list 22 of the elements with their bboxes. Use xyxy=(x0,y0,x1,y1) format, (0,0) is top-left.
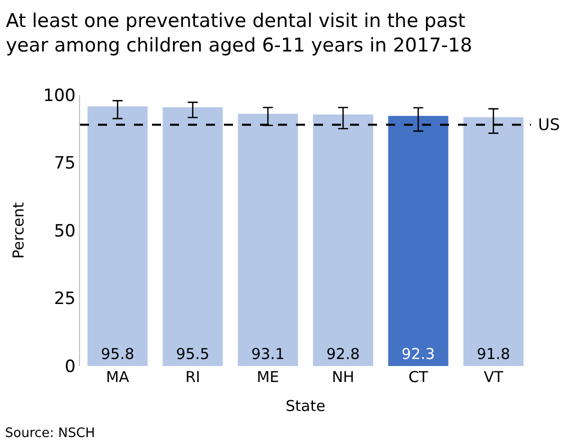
data-label: 93.1 xyxy=(251,345,285,363)
data-label: 91.8 xyxy=(476,345,510,363)
y-axis-title: Percent xyxy=(9,202,28,259)
x-axis-title: State xyxy=(286,397,326,415)
y-tick-label: 100 xyxy=(43,86,76,106)
x-tick-label: ME xyxy=(256,368,280,386)
x-tick-label: MA xyxy=(106,368,130,386)
x-tick-label: NH xyxy=(332,368,354,386)
x-tick-label: VT xyxy=(484,368,504,386)
y-tick-label: 50 xyxy=(54,221,76,242)
x-tick-label: RI xyxy=(185,368,200,386)
data-label: 95.8 xyxy=(100,345,134,363)
y-tick-label: 0 xyxy=(64,356,76,377)
x-tick-label: CT xyxy=(408,368,429,386)
y-tick-label: 75 xyxy=(54,154,76,174)
source-note: Source: NSCH xyxy=(5,426,95,441)
data-label: 95.5 xyxy=(176,345,210,363)
y-tick-label: 25 xyxy=(54,289,76,310)
chart-title: At least one preventative dental visit in the past year among children aged 6-11 years in 2017-18 xyxy=(6,10,472,57)
data-label: 92.8 xyxy=(326,345,360,363)
data-label: 92.3 xyxy=(402,345,435,363)
ref-line-label: US xyxy=(538,115,560,134)
